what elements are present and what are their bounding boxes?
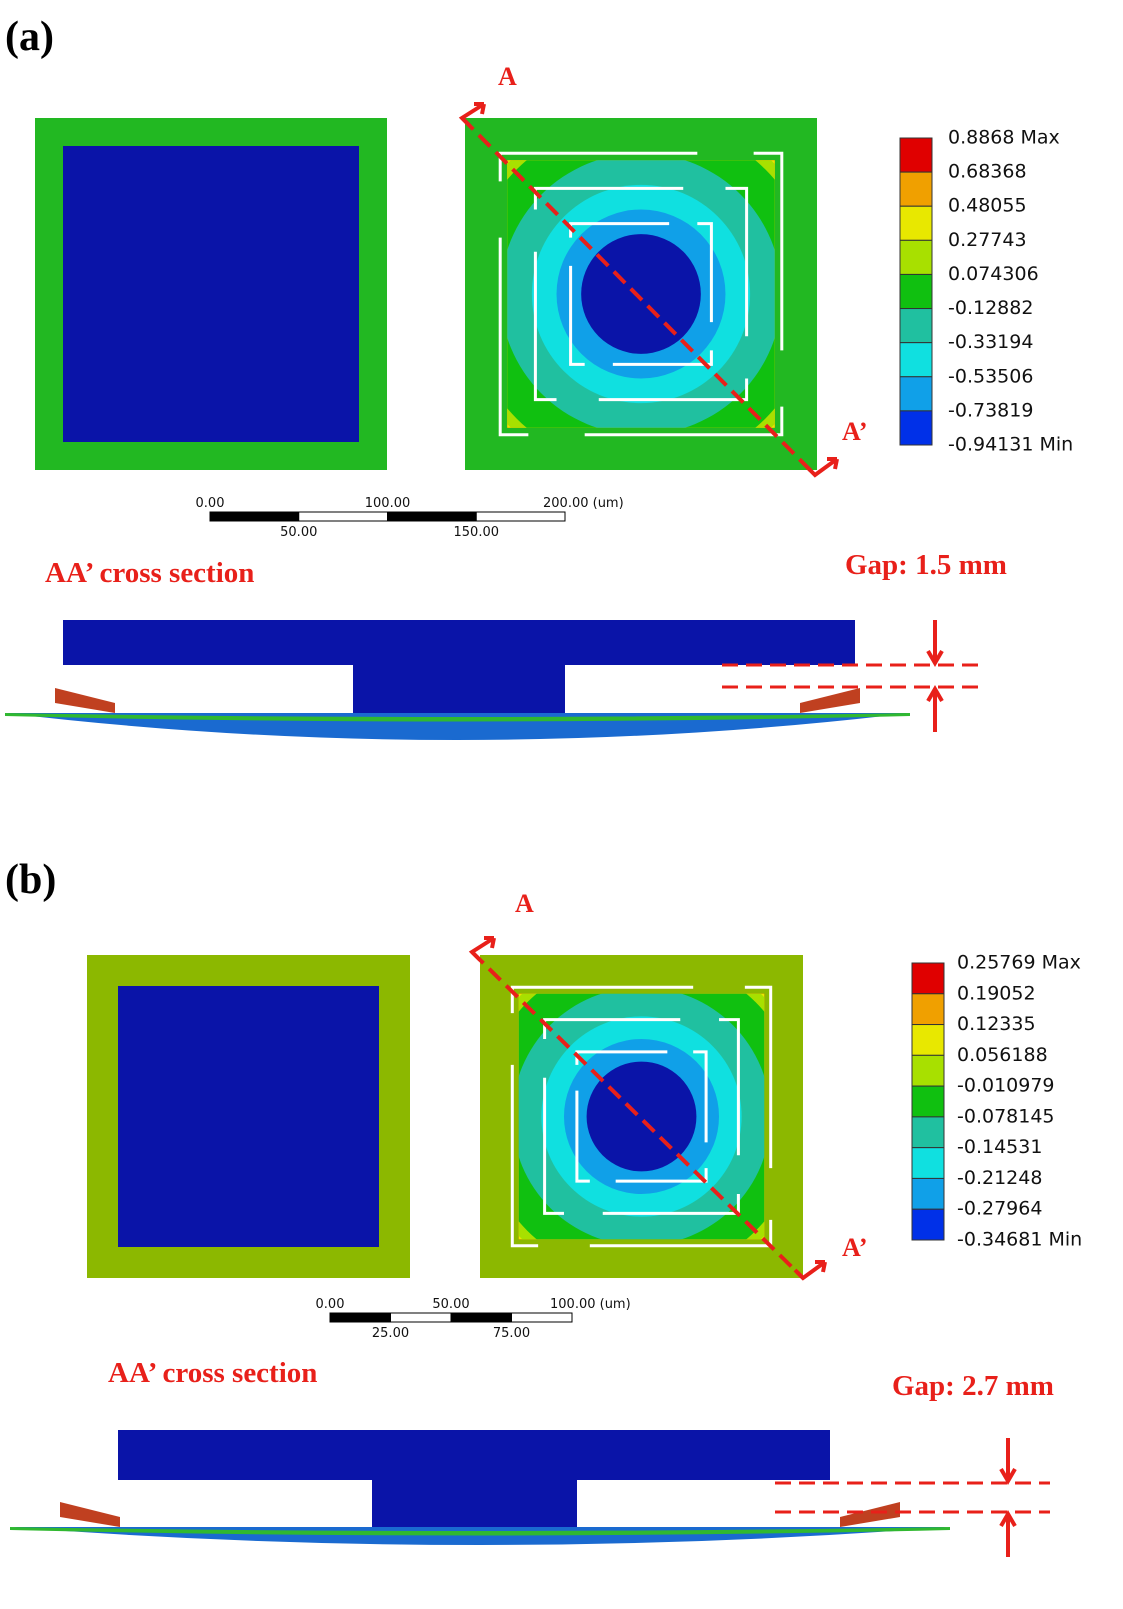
- plate-tip: [800, 688, 860, 713]
- scale-label: 100.00 (um): [550, 1297, 631, 1312]
- scale-label: 200.00 (um): [543, 496, 624, 511]
- panel-label: (a): [5, 14, 54, 60]
- legend-swatch: [912, 1086, 944, 1117]
- gap-arrow: [1001, 1438, 1015, 1481]
- section-label: A: [498, 62, 517, 91]
- legend-swatch: [912, 1117, 944, 1148]
- legend-swatch: [900, 377, 932, 411]
- anchor: [372, 1480, 577, 1527]
- legend-swatch: [912, 963, 944, 994]
- legend-swatch: [900, 309, 932, 343]
- legend-swatch: [900, 343, 932, 377]
- top-electrode: [63, 620, 855, 665]
- anchor: [353, 665, 565, 713]
- legend-swatch: [912, 1209, 944, 1240]
- legend-label: 0.68368: [948, 161, 1027, 183]
- gap-arrow: [928, 689, 942, 732]
- legend-label: 0.19052: [957, 982, 1036, 1004]
- legend-label: -0.010979: [957, 1075, 1055, 1097]
- legend-label: 0.27743: [948, 229, 1027, 251]
- scale-label: 50.00: [432, 1297, 469, 1312]
- legend-swatch: [912, 1025, 944, 1056]
- legend-label: -0.078145: [957, 1105, 1055, 1127]
- section-label: A’: [842, 417, 868, 446]
- legend-label: -0.33194: [948, 331, 1033, 353]
- legend-swatch: [912, 1178, 944, 1209]
- gap-label: Gap: 1.5 mm: [845, 549, 1007, 581]
- scale-label: 100.00: [365, 496, 411, 511]
- legend-label: -0.73819: [948, 399, 1033, 421]
- legend-swatch: [900, 240, 932, 274]
- section-label: A’: [842, 1233, 868, 1262]
- scale-label: 75.00: [493, 1326, 530, 1341]
- scale-label: 50.00: [280, 525, 317, 540]
- scale-label: 150.00: [454, 525, 500, 540]
- cross-section-label: AA’ cross section: [108, 1357, 317, 1389]
- legend-label: 0.12335: [957, 1013, 1036, 1035]
- figure: (a) A A’ 0.8868 Max 0.68368 0.48055 0.27743 0.0…: [0, 0, 1123, 1609]
- scale-segment: [210, 512, 299, 521]
- gap-label: Gap: 2.7 mm: [892, 1370, 1054, 1402]
- legend-label: -0.94131 Min: [948, 434, 1073, 456]
- plate-tip: [840, 1502, 900, 1527]
- legend-label: -0.53506: [948, 365, 1033, 387]
- top-electrode: [118, 1430, 830, 1480]
- scale-segment: [330, 1313, 391, 1322]
- legend-label: 0.056188: [957, 1044, 1048, 1066]
- contour-band: [581, 234, 701, 354]
- scale-label: 25.00: [372, 1326, 409, 1341]
- scale-segment: [299, 512, 388, 521]
- legend-swatch: [900, 138, 932, 172]
- legend-swatch: [912, 1055, 944, 1086]
- section-label: A: [515, 889, 534, 918]
- electrode: [63, 146, 359, 442]
- electrode: [118, 986, 379, 1247]
- scale-segment: [476, 512, 565, 521]
- legend-swatch: [900, 206, 932, 240]
- plate-tip: [60, 1502, 120, 1527]
- legend-label: -0.21248: [957, 1167, 1042, 1189]
- panel-label: (b): [5, 857, 56, 903]
- cross-section-label: AA’ cross section: [45, 557, 254, 589]
- scale-segment: [512, 1313, 573, 1322]
- scale-label: 0.00: [316, 1297, 345, 1312]
- legend-label: -0.34681 Min: [957, 1229, 1082, 1251]
- scale-segment: [451, 1313, 512, 1322]
- legend-swatch: [912, 994, 944, 1025]
- legend-label: 0.25769 Max: [957, 952, 1081, 974]
- scale-segment: [391, 1313, 452, 1322]
- legend-swatch: [900, 411, 932, 445]
- legend-swatch: [900, 172, 932, 206]
- scale-segment: [388, 512, 477, 521]
- legend-label: 0.8868 Max: [948, 127, 1060, 149]
- gap-arrow: [1001, 1514, 1015, 1557]
- legend-label: 0.074306: [948, 263, 1039, 285]
- gap-arrow: [928, 620, 942, 663]
- scale-label: 0.00: [196, 496, 225, 511]
- legend-label: 0.48055: [948, 195, 1027, 217]
- legend-label: -0.12882: [948, 297, 1033, 319]
- plate-tip: [55, 688, 115, 713]
- legend-label: -0.14531: [957, 1136, 1042, 1158]
- legend-swatch: [912, 1148, 944, 1179]
- legend-swatch: [900, 274, 932, 308]
- legend-label: -0.27964: [957, 1198, 1042, 1220]
